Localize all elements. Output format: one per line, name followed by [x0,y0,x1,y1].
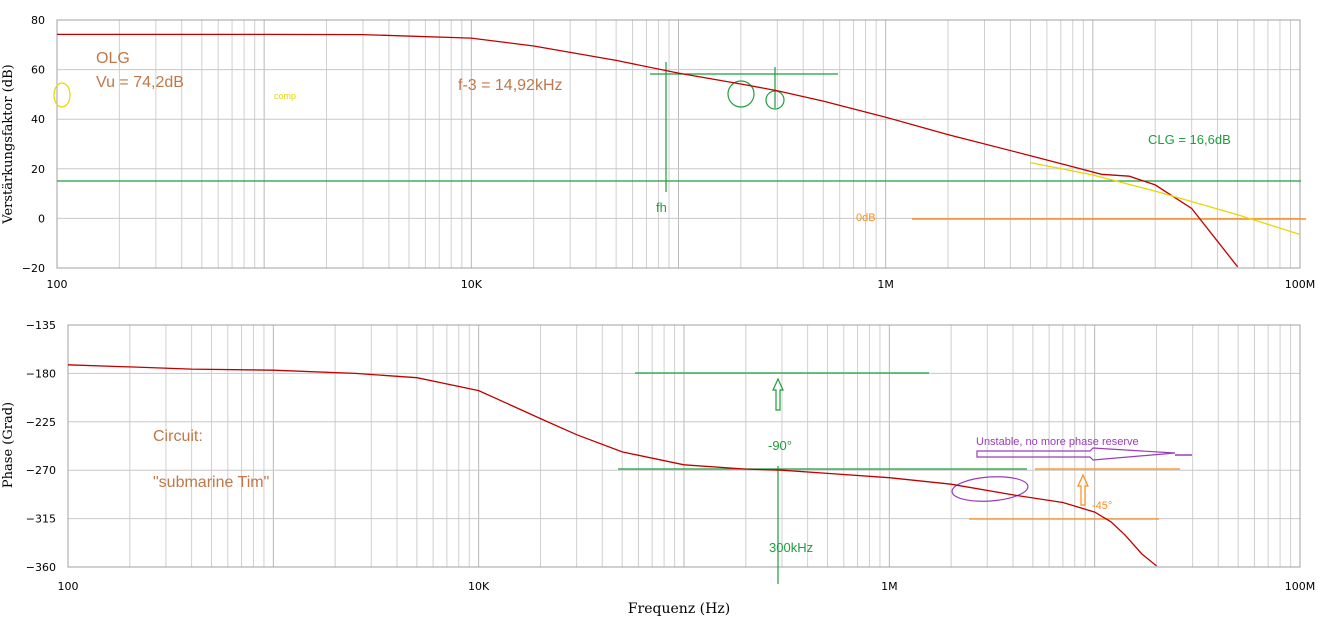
phase-plot: −135 −180 −225 −270 −315 −360 100 10K 1M 100M Ph… [1,319,1315,617]
gain-x-tick-labels: 100 10K 1M 100M [47,278,1316,291]
phase-x-tick-label: 10K [468,580,490,593]
phase-x-tick-label: 100 [58,580,79,593]
circuit-label: Circuit: [153,428,203,445]
minus-45-arrow [1077,473,1089,506]
fh-label: fh [656,200,667,215]
gain-y-tick-labels: 80 60 40 20 0 −20 [22,14,45,275]
gain-series-line-1 [1030,161,1301,236]
phase-y-tick-label: −360 [26,561,56,574]
gain-series-group [57,33,1301,268]
gain-x-tick-label: 100M [1285,278,1316,291]
gain-x-tick-label: 1M [877,278,894,291]
minus-90-arrow [772,377,784,411]
phase-grid [67,324,1300,568]
gain-y-tick-label: 20 [31,163,45,176]
vu-label: Vu = 74,2dB [96,74,184,91]
gain-x-tick-label: 10K [461,278,483,291]
gain-y-tick-label: 60 [31,64,45,77]
gain-y-tick-label: −20 [22,262,45,275]
instability-ellipse [951,476,1029,502]
phase-y-axis-label: Phase (Grad) [1,402,16,488]
frequency-axis-label: Frequenz (Hz) [628,601,730,617]
phase-y-tick-label: −315 [26,513,56,526]
phase-y-tick-label: −135 [26,319,56,332]
phase-y-tick-label: −180 [26,367,56,380]
instability-label: Unstable, no more phase reserve [976,436,1139,448]
minus-90-label: -90° [768,438,792,453]
olg-label: OLG [96,50,130,67]
phase-series-group [67,364,1157,567]
gain-y-tick-label: 40 [31,113,45,126]
phase-y-tick-label: −225 [26,416,56,429]
instability-arrow [976,447,1176,461]
gain-y-tick-label: 0 [38,212,45,225]
phase-plot-frame [67,324,1301,568]
gain-plot-frame [56,19,1301,269]
gain-plot: 80 60 40 20 0 −20 100 10K 1M 100M Verstärkungsfa… [1,14,1315,291]
f3-circle-marker [727,80,755,108]
minus-45-label: -45° [1092,500,1112,512]
comp-label: comp [274,91,296,101]
gain-y-tick-label: 80 [31,14,45,27]
zero-db-label: 0dB [856,212,876,224]
comp-ellipse-marker [53,82,71,108]
unity-circle-marker [765,90,785,110]
gain-y-axis-label: Verstärkungsfaktor (dB) [1,64,16,224]
phase-y-tick-labels: −135 −180 −225 −270 −315 −360 [26,319,56,574]
phase-series-line-0 [67,364,1157,567]
f3-label: f-3 = 14,92kHz [458,77,563,94]
gain-grid [56,19,1300,269]
phase-x-tick-label: 100M [1285,580,1316,593]
300khz-label: 300kHz [769,540,813,555]
gain-series-line-0 [57,33,1239,268]
gain-x-tick-label: 100 [47,278,68,291]
phase-y-tick-label: −270 [26,464,56,477]
clg-label: CLG = 16,6dB [1148,132,1231,147]
circuit-name-label: "submarine Tim" [153,474,269,491]
phase-x-tick-label: 1M [881,580,898,593]
phase-x-tick-labels: 100 10K 1M 100M [58,580,1316,593]
